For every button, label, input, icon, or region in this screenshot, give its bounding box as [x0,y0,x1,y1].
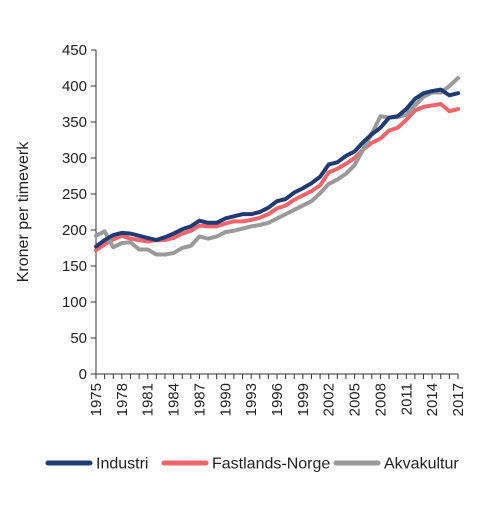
y-tick-label: 400 [62,78,87,95]
series-layer [94,76,460,257]
x-tick-label: 1993 [243,383,260,416]
x-tick-label: 2014 [424,383,441,416]
x-tick-label: 1975 [88,383,105,416]
x-tick-label: 2017 [450,383,467,416]
y-tick-label: 250 [62,186,87,203]
legend-label: Fastlands-Norge [212,456,330,473]
series-line-industri [94,87,460,249]
legend: Industri Fastlands-Norge Akvakultur [45,456,459,473]
y-tick-label: 200 [62,222,87,239]
x-tick-label: 2008 [372,383,389,416]
x-tick-label: 2011 [398,383,415,415]
y-tick-label: 0 [79,366,87,383]
y-tick-label: 350 [62,114,87,131]
x-tick-label: 1981 [140,383,157,416]
x-tick-label: 1996 [269,383,286,416]
y-tick-label: 150 [62,258,87,275]
x-tick-label: 2002 [321,383,338,416]
y-tick-label: 100 [62,294,87,311]
y-tick-label: 300 [62,150,87,167]
x-tick-label: 1987 [191,383,208,416]
x-tick-label: 2005 [347,383,364,416]
x-tick-label: 1978 [114,383,131,416]
legend-label: Akvakultur [384,456,459,473]
y-axis-label: Kroner per timeverk [15,141,32,282]
x-tick-label: 1984 [166,383,183,416]
y-axis: 0 50 100 150 200 250 300 350 400 450 [62,42,97,383]
x-tick-label: 1999 [295,383,312,416]
series-line-fastlands-norge [94,102,460,253]
y-tick-label: 50 [70,330,87,347]
series-line-akvakultur [94,76,460,257]
y-tick-label: 450 [62,42,87,59]
x-tick-label: 1990 [217,383,234,416]
x-axis: 1975 1978 1981 1984 1987 1990 1993 1996 1999 2002… [88,373,467,416]
legend-label: Industri [96,456,148,473]
